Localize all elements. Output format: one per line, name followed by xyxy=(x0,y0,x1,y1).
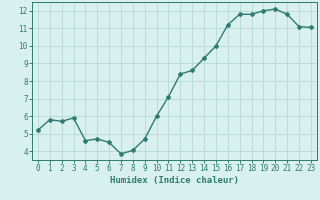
X-axis label: Humidex (Indice chaleur): Humidex (Indice chaleur) xyxy=(110,176,239,185)
